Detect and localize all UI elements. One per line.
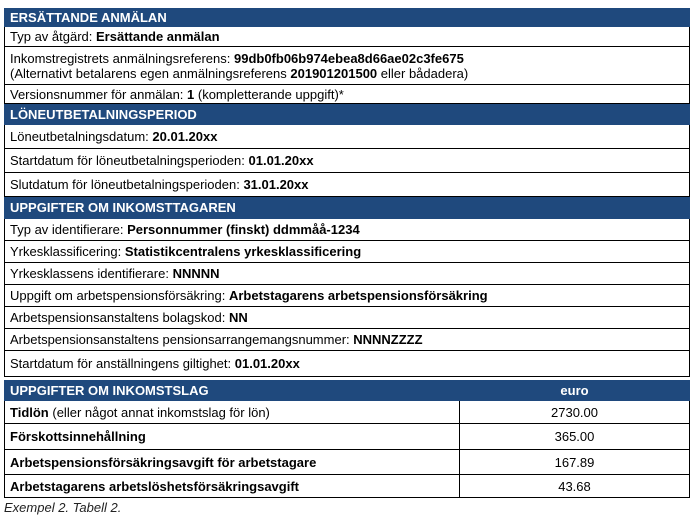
value: 01.01.20xx <box>234 356 300 371</box>
value: 01.01.20xx <box>248 153 314 168</box>
label: Startdatum för anställningens giltighet: <box>10 356 235 371</box>
action-row: Typ av åtgärd: Ersättande anmälan <box>4 26 690 47</box>
value: 20.01.20xx <box>152 129 218 144</box>
label: eller bådadera) <box>377 65 469 81</box>
label: Arbetspensionsanstaltens bolagskod: <box>10 310 229 325</box>
label: Uppgift om arbetspensionsförsäkring: <box>10 288 229 303</box>
recipient-row: Yrkesklassens identifierare: NNNNN <box>4 262 690 285</box>
section-header: UPPGIFTER OM INKOMSTSLAG <box>4 380 460 401</box>
recipient-row: Yrkesklassificering: Statistikcentralens… <box>4 240 690 263</box>
value: NNNNN <box>172 266 220 281</box>
period-row: Löneutbetalningsdatum: 20.01.20xx <box>4 124 690 149</box>
value: 99db0fb06b974ebea8d66ae02c3fe675 <box>233 50 464 66</box>
value: 1 <box>187 86 195 102</box>
recipient-row: Arbetspensionsanstaltens pensionsarrange… <box>4 328 690 351</box>
period-row: Startdatum för löneutbetalningsperioden:… <box>4 148 690 173</box>
label: Arbetspensionsförsäkringsavgift för arbe… <box>10 454 317 470</box>
value: Personnummer (finskt) ddmmåå-1234 <box>127 222 360 237</box>
amount: 365.00 <box>459 423 690 450</box>
label: Versionsnummer för anmälan: <box>10 86 188 102</box>
recipient-row: Arbetspensionsanstaltens bolagskod: NN <box>4 306 690 329</box>
value: 31.01.20xx <box>243 177 309 192</box>
income-row-label: Förskottsinnehållning <box>4 423 460 450</box>
recipient-row: Typ av identifierare: Personnummer (fins… <box>4 218 690 241</box>
value: 201901201500 <box>290 65 378 81</box>
value: Statistikcentralens yrkesklassificering <box>124 244 362 259</box>
income-row-label: Tidlön (eller något annat inkomstslag fö… <box>4 400 460 424</box>
info-table: ERSÄTTANDE ANMÄLAN Typ av åtgärd: Ersätt… <box>4 8 690 377</box>
label: (kompletterande uppgift)* <box>194 86 344 102</box>
label: Yrkesklassens identifierare: <box>10 266 173 281</box>
value: Arbetstagarens arbetspensionsförsäkring <box>228 288 488 303</box>
reference-row: Inkomstregistrets anmälningsreferens: 99… <box>4 46 690 85</box>
label: Inkomstregistrets anmälningsreferens: <box>10 50 234 66</box>
caption: Exempel 2. Tabell 2. <box>4 500 122 515</box>
value: Ersättande anmälan <box>96 29 220 44</box>
label: Tidlön <box>10 404 49 420</box>
label: Yrkesklassificering: <box>10 244 125 259</box>
income-row-label: Arbetstagarens arbetslöshetsförsäkringsa… <box>4 474 460 498</box>
unit-header: euro <box>459 380 690 401</box>
label: Typ av åtgärd: <box>10 29 96 44</box>
value: NNNNZZZZ <box>353 332 423 347</box>
income-row-label: Arbetspensionsförsäkringsavgift för arbe… <box>4 449 460 475</box>
period-row: Slutdatum för löneutbetalningsperioden: … <box>4 172 690 197</box>
label: Arbetstagarens arbetslöshetsförsäkringsa… <box>10 478 299 494</box>
value: NN <box>228 310 248 325</box>
label: Startdatum för löneutbetalningsperioden: <box>10 153 249 168</box>
amount: 2730.00 <box>459 400 690 424</box>
version-row: Versionsnummer för anmälan: 1 (komplette… <box>4 84 690 104</box>
recipient-row: Uppgift om arbetspensionsförsäkring: Arb… <box>4 284 690 307</box>
label: Typ av identifierare: <box>10 222 128 237</box>
section-header: LÖNEUTBETALNINGSPERIOD <box>4 103 690 125</box>
amount: 167.89 <box>459 449 690 475</box>
label: Arbetspensionsanstaltens pensionsarrange… <box>10 332 354 347</box>
amount: 43.68 <box>459 474 690 498</box>
note: (eller något annat inkomstslag för lön) <box>48 404 270 420</box>
section-header: ERSÄTTANDE ANMÄLAN <box>4 8 690 27</box>
label: Löneutbetalningsdatum: <box>10 129 153 144</box>
label: Förskottsinnehållning <box>10 429 146 444</box>
income-table: UPPGIFTER OM INKOMSTSLAG euro Tidlön (ell… <box>4 380 690 498</box>
recipient-row: Startdatum för anställningens giltighet:… <box>4 350 690 377</box>
label: (Alternativt betalarens egen anmälningsr… <box>10 65 291 81</box>
label: Slutdatum för löneutbetalningsperioden: <box>10 177 244 192</box>
section-header: UPPGIFTER OM INKOMSTTAGAREN <box>4 196 690 219</box>
